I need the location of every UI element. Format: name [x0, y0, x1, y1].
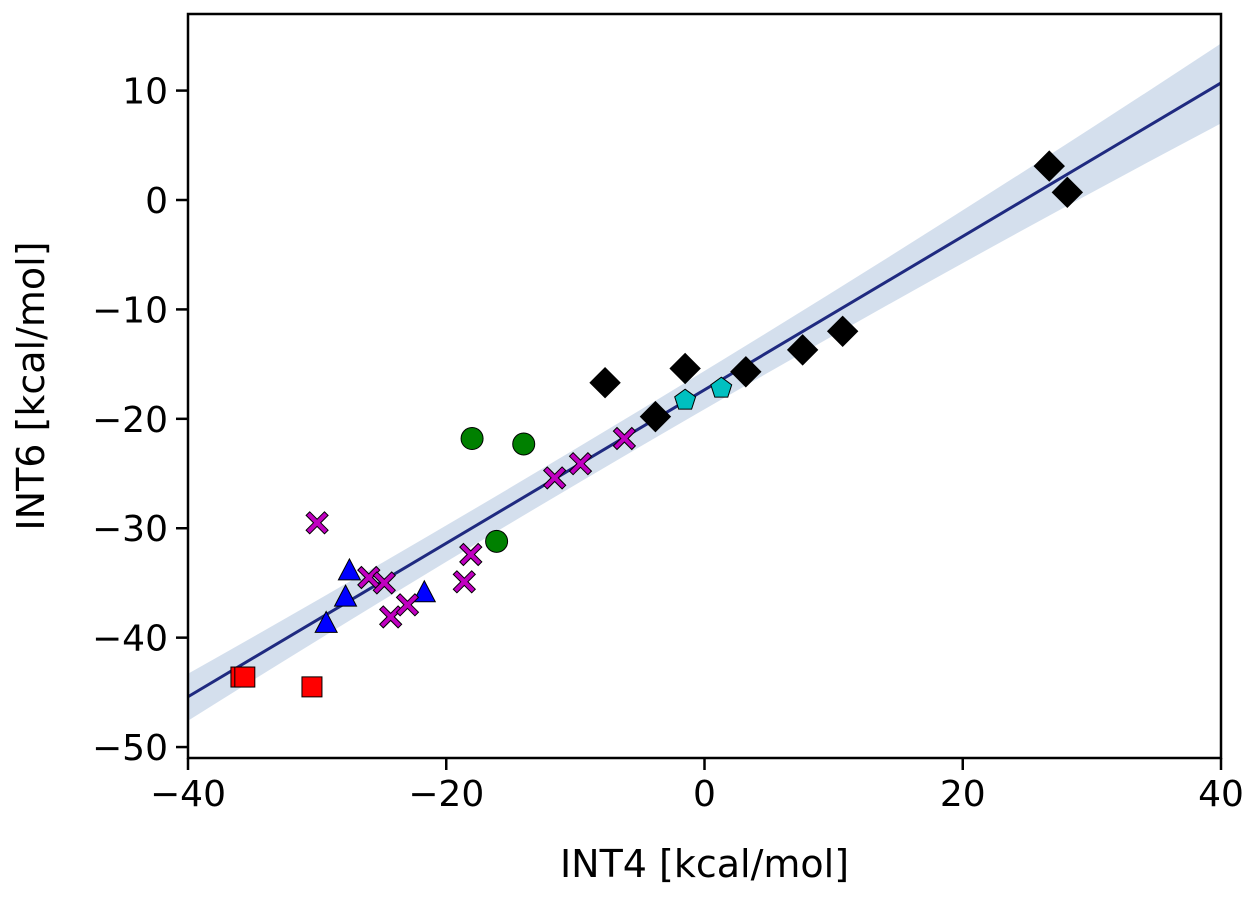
confidence-band [188, 43, 1221, 721]
x-tick-label: −20 [408, 774, 484, 815]
data-point-diamond-2 [639, 400, 672, 433]
confidence-band-layer [188, 43, 1221, 721]
data-point-x-2 [372, 571, 397, 595]
x-tick-label: −40 [150, 774, 226, 815]
data-point-x-5 [452, 570, 477, 594]
data-point-square-2 [301, 676, 323, 698]
data-point-diamond-0 [589, 367, 621, 399]
data-point-x-9 [612, 426, 637, 451]
data-point-square-1 [234, 666, 256, 688]
data-point-diamond-6 [1033, 150, 1065, 182]
y-tick-label: −40 [92, 619, 168, 660]
data-point-x-3 [378, 605, 403, 629]
data-point-triangle-0 [337, 557, 362, 581]
x-axis-label: INT4 [kcal/mol] [560, 842, 849, 886]
data-point-diamond-3 [730, 356, 762, 388]
y-tick-label: −50 [92, 728, 168, 769]
data-point-circle-0 [460, 427, 484, 451]
data-point-diamond-4 [786, 334, 819, 366]
y-tick-label: −10 [92, 290, 168, 331]
fit-line-layer [187, 81, 1222, 699]
data-point-x-8 [568, 451, 593, 476]
x-tick-label: 20 [940, 774, 986, 815]
data-point-x-6 [459, 542, 483, 567]
data-point-diamond-1 [669, 352, 701, 385]
axis-ticks: −40 −20 0 20 40 −50 −40 −30 −20 −10 0 10 [92, 72, 1244, 815]
data-point-triangle-2 [314, 610, 338, 633]
y-axis-label: INT6 [kcal/mol] [9, 241, 53, 530]
data-points-layer [230, 150, 1084, 698]
x-tick-label: 0 [693, 774, 716, 815]
data-point-diamond-5 [826, 315, 859, 348]
y-tick-label: −20 [92, 400, 168, 441]
y-tick-label: 0 [145, 181, 168, 222]
x-tick-label: 40 [1198, 774, 1244, 815]
data-point-triangle-1 [333, 584, 358, 607]
data-point-triangle-3 [412, 579, 437, 603]
data-point-pentagon-0 [674, 388, 697, 410]
regression-line [187, 81, 1222, 699]
data-point-circle-1 [512, 432, 536, 456]
data-point-x-0 [305, 511, 329, 535]
data-point-pentagon-1 [710, 376, 733, 398]
data-point-x-7 [542, 466, 567, 490]
y-tick-label: −30 [92, 509, 168, 550]
y-tick-label: 10 [122, 72, 168, 113]
data-point-diamond-7 [1051, 176, 1084, 209]
data-point-x-1 [357, 565, 381, 590]
data-point-x-4 [395, 593, 420, 617]
data-point-circle-2 [485, 529, 509, 553]
